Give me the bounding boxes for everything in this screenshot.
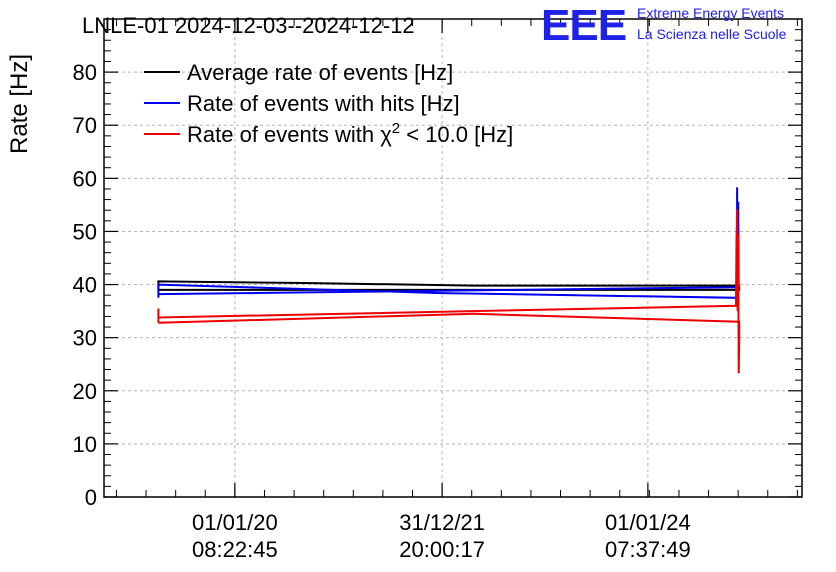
legend-label-average: Average rate of events [Hz] xyxy=(187,60,453,85)
brand-block: EEE Extreme Energy Events La Scienza nel… xyxy=(541,1,787,50)
legend-chi2-symbol: χ xyxy=(380,122,392,147)
legend: Average rate of events [Hz] Rate of even… xyxy=(144,60,513,147)
y-tick-label-70: 70 xyxy=(73,113,97,138)
legend-label-chi2: Rate of events with χ2 < 10.0 [Hz] xyxy=(187,120,513,147)
eee-logo: EEE xyxy=(541,1,626,50)
series-line-2 xyxy=(157,209,741,374)
legend-chi2-suffix: < 10.0 [Hz] xyxy=(400,122,513,147)
x-tick-label-date-1: 31/12/21 xyxy=(399,510,485,535)
y-tick-label-40: 40 xyxy=(73,273,97,298)
brand-line-1: Extreme Energy Events xyxy=(637,5,784,21)
y-axis-title: Rate [Hz] xyxy=(6,54,33,154)
y-tick-label-80: 80 xyxy=(73,60,97,85)
y-tick-label-30: 30 xyxy=(73,326,97,351)
x-tick-label-date-0: 01/01/20 xyxy=(192,510,278,535)
legend-chi2-superscript: 2 xyxy=(392,120,400,137)
y-tick-label-60: 60 xyxy=(73,166,97,191)
y-tick-label-10: 10 xyxy=(73,432,97,457)
plot-frame xyxy=(103,18,803,498)
x-tick-label-date-2: 01/01/24 xyxy=(605,510,691,535)
ticks-layer xyxy=(104,19,802,498)
series-line-0 xyxy=(157,280,741,291)
chart-title: LNLE-01 2024-12-03--2024-12-12 xyxy=(82,13,415,38)
y-tick-label-50: 50 xyxy=(73,219,97,244)
x-tick-label-time-1: 20:00:17 xyxy=(399,537,485,562)
x-tick-label-time-0: 08:22:45 xyxy=(192,537,278,562)
legend-label-hits: Rate of events with hits [Hz] xyxy=(187,91,460,116)
brand-line-2: La Scienza nelle Scuole xyxy=(637,26,787,42)
legend-chi2-prefix: Rate of events with xyxy=(187,122,380,147)
x-tick-label-time-2: 07:37:49 xyxy=(605,537,691,562)
y-tick-label-0: 0 xyxy=(85,485,97,510)
y-tick-label-20: 20 xyxy=(73,379,97,404)
series-layer xyxy=(157,187,741,374)
